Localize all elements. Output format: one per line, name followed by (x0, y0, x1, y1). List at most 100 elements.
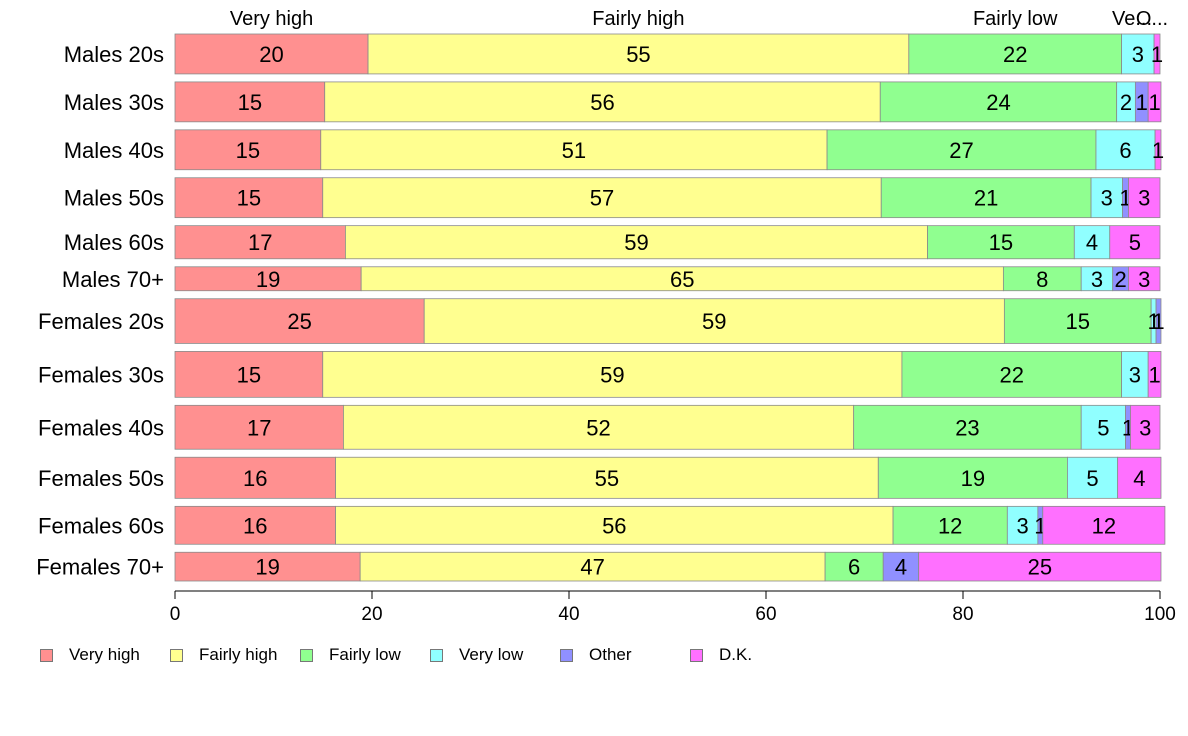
legend-item: Fairly low (300, 645, 401, 665)
bar-value-label: 5 (1086, 466, 1098, 491)
legend-label: Other (589, 645, 632, 664)
legend-label: D.K. (719, 645, 753, 664)
bar-segment (927, 225, 1075, 260)
bar-value-label: 59 (624, 230, 648, 255)
bar-segment (1154, 129, 1162, 171)
category-label: Females 40s (38, 415, 164, 440)
bar-segment (1109, 225, 1161, 260)
bar-value-label: 1 (1152, 309, 1164, 334)
bar-value-label: 52 (586, 415, 610, 440)
legend-item: Fairly high (170, 645, 277, 665)
bar-value-label: 12 (1092, 513, 1116, 538)
x-tick-label: 80 (952, 604, 973, 625)
bar-value-label: 55 (626, 42, 650, 67)
bar-value-label: 19 (255, 555, 279, 580)
legend-item: Other (560, 645, 632, 665)
bar-value-label: 15 (236, 138, 260, 163)
bar-value-label: 3 (1138, 186, 1150, 211)
bar-segment (1073, 225, 1111, 260)
legend-swatch (40, 648, 53, 662)
bar-value-label: 21 (974, 186, 998, 211)
category-label: Males 50s (64, 186, 164, 211)
bar-value-label: 4 (1133, 466, 1145, 491)
legend-swatch (430, 648, 443, 662)
bar-value-label: 3 (1101, 186, 1113, 211)
bar-value-label: 16 (243, 466, 267, 491)
bar-segment (174, 225, 346, 260)
bar-value-label: 1 (1136, 90, 1148, 115)
category-label: Males 40s (64, 138, 164, 163)
bar-value-label: 27 (949, 138, 973, 163)
bar-segment (322, 177, 882, 219)
bar-segment (1003, 298, 1152, 344)
bar-value-label: 25 (1028, 555, 1052, 580)
bar-value-label: 56 (590, 90, 614, 115)
bar-value-label: 1 (1152, 138, 1164, 163)
top-segment-label: O... (1136, 8, 1168, 30)
category-label: Females 50s (38, 466, 164, 491)
category-label: Males 60s (64, 230, 164, 255)
bar-value-label: 1 (1148, 362, 1160, 387)
bar-value-label: 56 (602, 513, 626, 538)
bar-value-label: 59 (600, 362, 624, 387)
bar-value-label: 3 (1138, 267, 1150, 292)
bar-segment (174, 33, 369, 75)
bar-segment (1117, 456, 1162, 499)
bar-segment (367, 33, 910, 75)
bar-value-label: 6 (848, 555, 860, 580)
bar-value-label: 4 (1086, 230, 1098, 255)
bar-segment (1153, 33, 1161, 75)
category-label: Females 60s (38, 513, 164, 538)
x-tick-label: 40 (558, 604, 579, 625)
legend-swatch (170, 648, 183, 662)
bar-value-label: 23 (955, 415, 979, 440)
bar-segment (322, 351, 903, 398)
bar-value-label: 22 (1000, 362, 1024, 387)
bar-segment (880, 177, 1092, 219)
bar-value-label: 55 (595, 466, 619, 491)
bar-value-label: 57 (590, 186, 614, 211)
bar-segment (335, 505, 894, 545)
bar-value-label: 5 (1097, 415, 1109, 440)
bar-value-label: 59 (702, 309, 726, 334)
bar-value-label: 22 (1003, 42, 1027, 67)
bar-segment (1080, 404, 1126, 450)
category-label: Males 70+ (62, 267, 164, 292)
x-tick-label: 0 (170, 604, 181, 625)
bar-segment (1006, 505, 1039, 545)
bar-value-label: 12 (938, 513, 962, 538)
legend-label: Very low (459, 645, 524, 664)
x-tick-label: 100 (1144, 604, 1176, 625)
bar-segment (1155, 298, 1162, 344)
bar-segment (174, 129, 322, 171)
bar-value-label: 1 (1148, 90, 1160, 115)
bar-segment (1147, 81, 1162, 123)
bar-segment (1067, 456, 1119, 499)
legend-item: Very low (430, 645, 523, 665)
bar-segment (826, 129, 1097, 171)
bar-segment (174, 456, 336, 499)
bar-value-label: 15 (989, 230, 1013, 255)
bar-segment (1128, 177, 1161, 219)
legend-item: D.K. (690, 645, 752, 665)
legend-item: Very high (40, 645, 140, 665)
bar-value-label: 3 (1091, 267, 1103, 292)
bar-value-label: 15 (237, 186, 261, 211)
bar-segment (892, 505, 1008, 545)
top-segment-label: Fairly low (973, 8, 1058, 30)
bar-value-label: 20 (259, 42, 283, 67)
bar-value-label: 2 (1114, 267, 1126, 292)
bar-segment (901, 351, 1122, 398)
chart-legend: Very high Fairly high Fairly low Very low Ot… (40, 645, 1140, 667)
category-label: Males 20s (64, 42, 164, 67)
legend-label: Fairly high (199, 645, 278, 664)
bar-value-label: 8 (1036, 267, 1048, 292)
category-label: Females 70+ (36, 555, 164, 580)
bar-segment (174, 298, 425, 344)
legend-label: Very high (69, 645, 140, 664)
bar-value-label: 1 (1151, 42, 1163, 67)
bar-value-label: 3 (1139, 415, 1151, 440)
bar-value-label: 47 (580, 555, 604, 580)
